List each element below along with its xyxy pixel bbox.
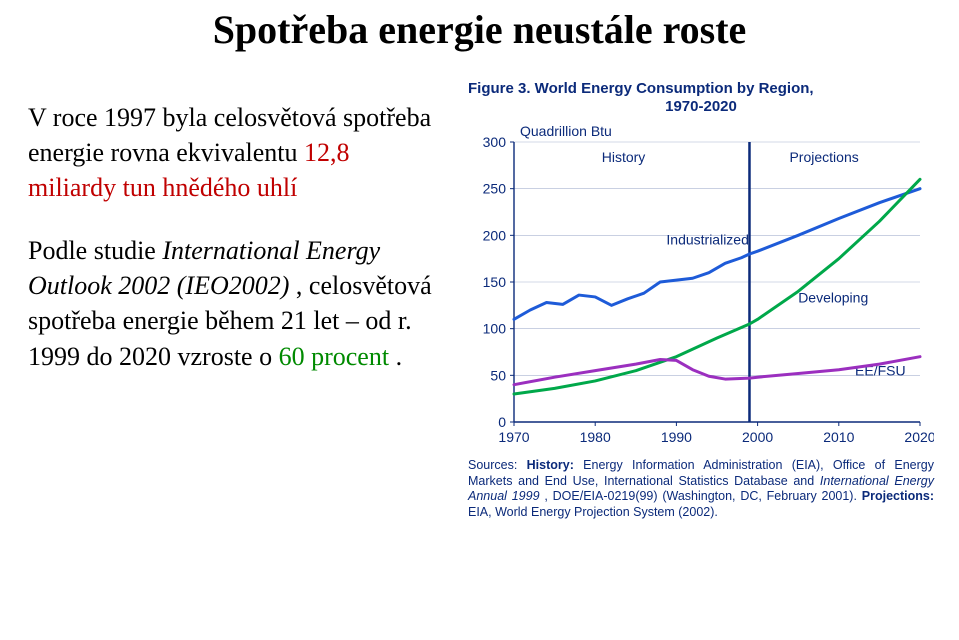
src-t6: Projections: (862, 489, 934, 503)
svg-text:150: 150 (483, 274, 507, 290)
svg-text:300: 300 (483, 134, 507, 150)
svg-text:History: History (602, 149, 646, 165)
svg-text:2020: 2020 (904, 429, 934, 445)
svg-text:1980: 1980 (580, 429, 611, 445)
svg-text:Projections: Projections (789, 149, 858, 165)
line-chart: 0 50 100 150 200 250 300 1970 1980 1990 2000 2010 20… (468, 120, 934, 450)
figure-region: Figure 3. World Energy Consumption by Re… (468, 80, 934, 600)
paragraph-2: Podle studie International Energy Outloo… (28, 233, 438, 373)
svg-text:Developing: Developing (798, 290, 868, 306)
plot-area: 0 50 100 150 200 250 300 1970 1980 1990 2000 2010 20… (468, 120, 934, 450)
figure-title: Figure 3. World Energy Consumption by Re… (468, 80, 934, 116)
src-t5: , DOE/EIA-0219(99) (Washington, DC, Febr… (544, 489, 861, 503)
svg-text:0: 0 (498, 414, 506, 430)
svg-text:Quadrillion Btu: Quadrillion Btu (520, 123, 612, 139)
paragraph-1: V roce 1997 byla celosvětová spotřeba en… (28, 100, 438, 205)
page-title: Spotřeba energie neustále roste (0, 6, 959, 53)
svg-text:2000: 2000 (742, 429, 773, 445)
svg-text:1970: 1970 (498, 429, 529, 445)
figure-title-line1: Figure 3. World Energy Consumption by Re… (468, 80, 814, 97)
src-t7: EIA, World Energy Projection System (200… (468, 505, 718, 519)
p2-text5: . (396, 342, 403, 371)
src-t2: History: (527, 458, 574, 472)
p2-text1: Podle studie (28, 236, 162, 265)
p1-text1: V roce 1997 byla celosvětová spotřeba en… (28, 103, 431, 167)
svg-text:2010: 2010 (823, 429, 854, 445)
svg-text:50: 50 (490, 367, 506, 383)
svg-text:1990: 1990 (661, 429, 692, 445)
svg-text:200: 200 (483, 227, 507, 243)
left-text-column: V roce 1997 byla celosvětová spotřeba en… (28, 100, 438, 402)
svg-text:Industrialized: Industrialized (666, 232, 749, 248)
svg-text:250: 250 (483, 181, 507, 197)
fig-sources: Sources: History: Energy Information Adm… (468, 458, 934, 521)
src-t1: Sources: (468, 458, 527, 472)
p2-green: 60 procent (279, 342, 389, 371)
figure-title-line2: 1970-2020 (468, 98, 934, 116)
svg-text:100: 100 (483, 321, 507, 337)
